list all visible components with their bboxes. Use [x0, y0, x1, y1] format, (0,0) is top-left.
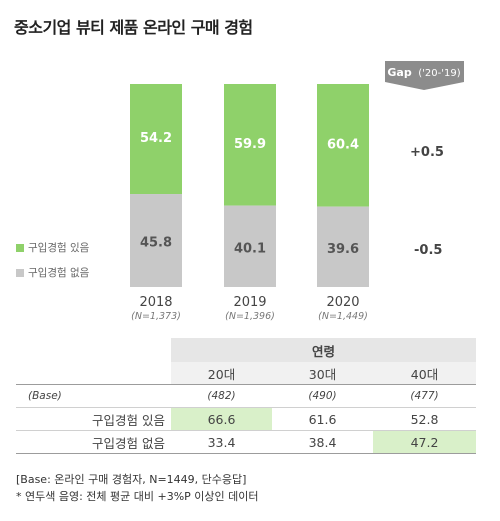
bar-yes-2018	[130, 84, 182, 195]
gap-value-yes: +0.5	[410, 145, 444, 160]
cell-yes-40s: 52.8	[373, 407, 476, 431]
data-label-no-2020: 39.6	[327, 242, 359, 257]
column-header-30s: 30대	[272, 362, 373, 385]
base-value-20s: (482)	[171, 384, 272, 408]
gap-period: ('20-'19)	[418, 68, 460, 79]
cell-yes-30s: 61.6	[272, 407, 373, 431]
chart-title: 중소기업 뷰티 제품 온라인 구매 경험	[14, 18, 253, 37]
base-label: (Base)	[16, 384, 171, 408]
legend-item-no: 구입경험 없음	[16, 265, 89, 280]
cell-no-30s: 38.4	[272, 430, 373, 454]
bars-group: 54.2 45.8 59.9 40.1 60.4 39.6	[130, 84, 369, 287]
column-header-20s: 20대	[171, 362, 272, 385]
data-label-yes-2018: 54.2	[140, 131, 172, 146]
bar-yes-2020	[317, 84, 369, 207]
year-2019: 2019	[233, 295, 267, 310]
footnote-highlight: * 연두색 음영: 전체 평균 대비 +3%P 이상인 데이터	[16, 490, 259, 503]
bar-yes-2019	[224, 84, 276, 206]
data-label-yes-2019: 59.9	[234, 137, 266, 152]
sample-size-2018: (N=1,373)	[131, 311, 181, 322]
gap-label: Gap	[387, 66, 411, 79]
base-value-30s: (490)	[272, 384, 373, 408]
stacked-bar-chart: Gap ('20-'19) 54.2 45.8 59.9 40.1 60.4 39.6	[130, 61, 464, 287]
data-label-no-2018: 45.8	[140, 236, 172, 251]
bar-no-2019	[224, 205, 276, 287]
gap-badge-shape	[385, 61, 464, 90]
table-row: 구입경험 없음 33.4 38.4 47.2	[16, 430, 476, 454]
data-label-yes-2020: 60.4	[327, 137, 359, 152]
bar-no-2020	[317, 206, 369, 287]
cell-yes-20s: 66.6	[171, 407, 272, 431]
gap-badge: Gap ('20-'19)	[385, 61, 464, 90]
year-2018: 2018	[139, 295, 173, 310]
bar-no-2018	[130, 194, 182, 287]
legend-swatch-yes	[16, 243, 24, 252]
legend-item-yes: 구입경험 있음	[16, 240, 89, 255]
legend-label-no: 구입경험 없음	[28, 267, 90, 279]
table-column-header-row: 20대 30대 40대	[16, 362, 476, 385]
table-row: 구입경험 있음 66.6 61.6 52.8	[16, 407, 476, 431]
year-label-2020: 2020 (N=1,449)	[313, 295, 373, 322]
age-breakdown-table: 연령 20대 30대 40대 (Base) (482) (490) (477) …	[16, 338, 476, 454]
legend-label-yes: 구입경험 있음	[28, 242, 90, 254]
sample-size-2020: (N=1,449)	[318, 311, 368, 322]
row-label-no: 구입경험 없음	[16, 430, 171, 454]
footnote-base: [Base: 온라인 구매 경험자, N=1449, 단수응답]	[16, 473, 247, 486]
sample-size-2019: (N=1,396)	[225, 311, 275, 322]
cell-no-20s: 33.4	[171, 430, 272, 454]
year-label-2019: 2019 (N=1,396)	[220, 295, 280, 322]
cell-no-40s: 47.2	[373, 430, 476, 454]
data-label-no-2019: 40.1	[234, 241, 266, 256]
gap-value-no: -0.5	[414, 243, 443, 258]
age-group-header: 연령	[171, 338, 476, 362]
row-label-yes: 구입경험 있음	[16, 407, 171, 431]
svg-text:Gap ('20-'19): Gap ('20-'19)	[387, 66, 460, 79]
table-group-header-row: 연령	[16, 338, 476, 362]
column-header-40s: 40대	[373, 362, 476, 385]
year-2020: 2020	[326, 295, 360, 310]
base-value-40s: (477)	[373, 384, 476, 408]
year-label-2018: 2018 (N=1,373)	[126, 295, 186, 322]
legend-swatch-no	[16, 268, 24, 277]
table-base-row: (Base) (482) (490) (477)	[16, 384, 476, 408]
